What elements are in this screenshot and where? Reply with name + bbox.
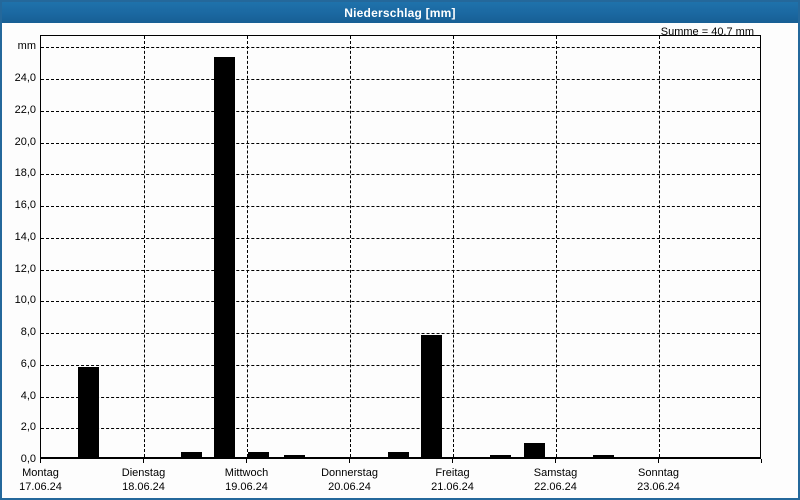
x-axis-tick [246,459,247,463]
day-date: 23.06.24 [637,481,680,493]
day-name: Mittwoch [224,467,269,479]
day-date: 21.06.24 [431,481,474,493]
h-gridline [41,333,760,334]
h-gridline [41,174,760,176]
x-axis-day-label: Dienstag 18.06.24 [92,466,196,494]
h-gridline [41,237,760,239]
y-axis-tick-label: 6,0 [20,357,36,370]
v-gridline [453,36,454,457]
y-axis-tick-label: 2,0 [20,421,36,434]
precipitation-bar [388,452,409,457]
y-axis-tick-label: 18,0 [14,167,36,180]
x-axis-tick [555,459,556,463]
x-axis-day-label: Freitag 21.06.24 [401,466,505,494]
x-axis-tick [761,459,762,463]
h-gridline [41,79,760,80]
v-gridline [659,36,660,457]
y-axis-labels: 0,0 2,0 4,0 6,0 8,0 10,0 12,0 14,0 16,0 18,0 20,0 2… [2,35,36,465]
v-gridline [144,36,145,457]
h-gridline [41,110,760,112]
y-axis-tick-label: 22,0 [14,103,36,116]
x-axis-day-label: Sonntag 23.06.24 [607,466,711,494]
x-axis-day-label: Donnerstag 20.06.24 [298,466,402,494]
day-date: 19.06.24 [225,481,268,493]
v-gridline [556,36,557,457]
x-axis-tick [40,459,41,463]
x-axis-day-label: Mittwoch 19.06.24 [195,466,299,494]
day-date: 18.06.24 [122,481,165,493]
x-axis-day-label: Montag 17.06.24 [2,466,93,494]
h-gridline [41,428,760,430]
precipitation-bar [248,452,269,457]
precipitation-bar [78,367,99,457]
y-axis-tick-label: 10,0 [14,294,36,307]
day-name: Samstag [533,467,578,479]
chart-plot-area [40,35,761,459]
day-date: 22.06.24 [534,481,577,493]
h-gridline [41,364,760,366]
h-gridline [41,47,760,49]
day-name: Montag [22,467,59,479]
h-gridline [41,142,760,144]
precipitation-bar [214,57,235,457]
v-gridline [350,36,351,457]
y-axis-tick-label: 8,0 [20,326,36,338]
y-axis-tick-label: 12,0 [14,262,36,275]
precipitation-bar [181,452,202,457]
y-axis-tick-label: 16,0 [14,199,36,211]
precipitation-bar [421,335,442,457]
x-axis-tick [143,459,144,463]
y-axis-tick-label: 14,0 [14,230,36,243]
day-name: Dienstag [121,467,166,479]
y-axis-tick-label: 24,0 [14,72,36,84]
precipitation-bar [284,455,305,457]
v-gridline [247,36,248,457]
y-axis-unit-label: mm [17,40,36,53]
day-name: Donnerstag [321,467,378,479]
window-title: Niederschlag [mm] [344,5,456,20]
day-name: Sonntag [638,467,679,479]
day-date: 17.06.24 [19,481,62,493]
y-axis-tick-label: 0,0 [20,453,36,465]
x-axis-tick [349,459,350,463]
precipitation-bar [490,455,511,457]
x-axis-tick [452,459,453,463]
h-gridline [41,301,760,303]
precipitation-bar [593,455,614,457]
y-axis-tick-label: 4,0 [20,389,36,402]
x-axis-tick [658,459,659,463]
h-gridline [41,269,760,271]
day-date: 20.06.24 [328,481,371,493]
x-axis-day-label: Samstag 22.06.24 [504,466,608,494]
day-name: Freitag [435,467,470,479]
y-axis-tick-label: 20,0 [14,135,36,148]
title-bar: Niederschlag [mm] [2,2,798,23]
h-gridline [41,396,760,398]
precipitation-bar [524,443,545,457]
h-gridline [41,206,760,207]
